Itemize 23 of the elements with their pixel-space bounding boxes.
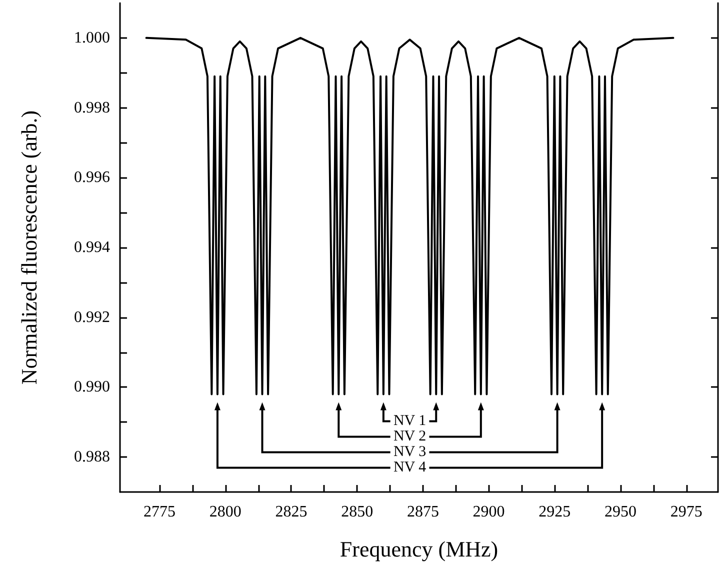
line-series xyxy=(145,36,674,396)
y-tick-label: 0.996 xyxy=(74,169,110,186)
x-tick-label: 2775 xyxy=(144,504,176,520)
x-tick-label: 2950 xyxy=(604,504,637,520)
y-tick-label: 0.994 xyxy=(74,239,110,256)
y-tick-label: 0.990 xyxy=(74,378,110,396)
annotation: NV 1 xyxy=(393,413,426,430)
y-tick-label: 0.988 xyxy=(74,448,110,466)
annotation: NV 3 xyxy=(393,444,426,460)
x-tick-label: 2900 xyxy=(472,504,505,520)
x-tick-label: 2925 xyxy=(538,504,571,520)
y-tick-label: 1.000 xyxy=(74,29,110,46)
x-tick-label: 2800 xyxy=(209,504,242,520)
x-tick-label: 2850 xyxy=(341,504,374,520)
annotation: NV 2 xyxy=(393,428,426,445)
x-axis-title: Frequency (MHz) xyxy=(340,536,498,562)
x-tick-label: 2875 xyxy=(406,504,439,520)
annotation: NV 4 xyxy=(393,460,427,476)
x-tick-label: 2975 xyxy=(670,504,702,520)
x-tick-label: 2825 xyxy=(275,504,308,520)
y-tick-label: 0.998 xyxy=(74,99,110,116)
y-tick-label: 0.992 xyxy=(74,308,110,326)
y-axis-title: Normalized fluorescence (arb.) xyxy=(16,110,42,385)
